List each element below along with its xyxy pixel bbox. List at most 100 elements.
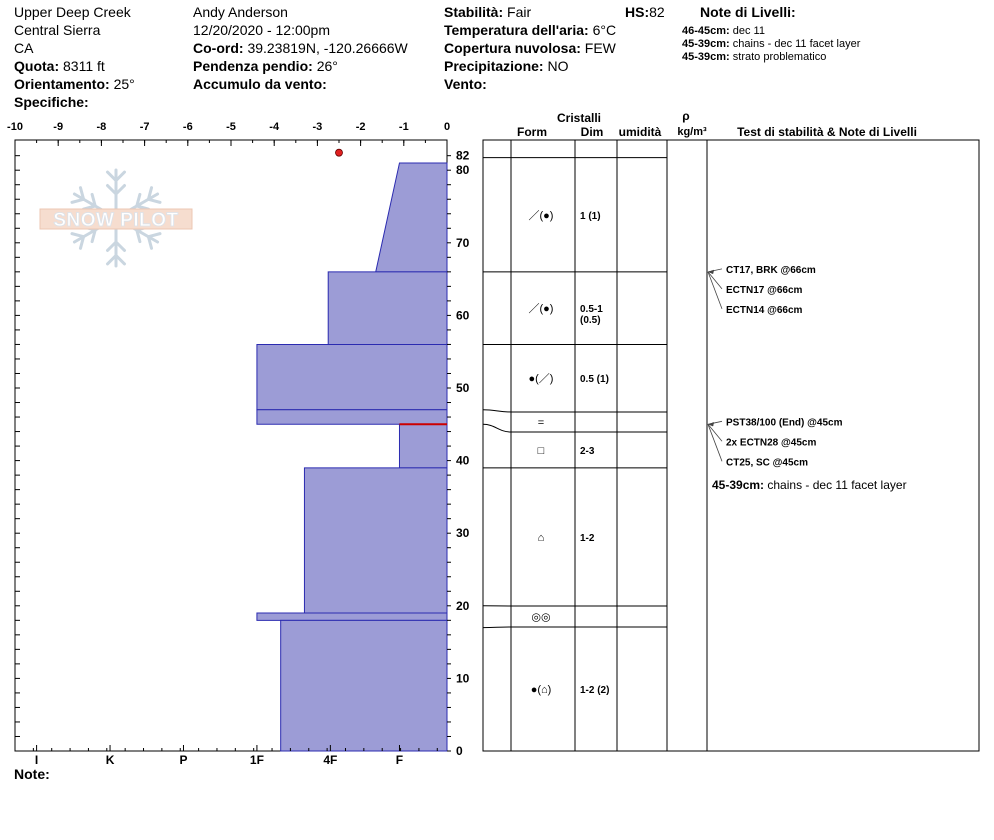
crystal-size: 2-3 [580,446,595,457]
temp-tick-label: -4 [269,121,280,133]
crystal-form: = [538,417,544,429]
crystal-form: ⌂ [538,532,545,544]
hardness-layer [280,619,448,752]
crystal-size: 0.5-1 [580,304,603,315]
plot-frame [14,139,448,752]
observer: Andy Anderson [193,4,288,20]
crystal-form: ◎◎ [531,612,550,624]
stability-value: Fair [507,4,532,20]
location: Upper Deep Creek [14,4,131,20]
temp-tick-label: -1 [399,121,409,133]
crystal-form: □ [538,445,545,457]
air-temp-point [335,148,343,157]
test-arrow-head [708,269,714,274]
stability-test-label: CT25, SC @45cm [726,457,808,468]
layer-connector [482,409,512,413]
layer-notes-title: Note di Livelli: [700,4,796,20]
aspect-value: 25° [113,76,135,92]
crystal-form: ●(⌂) [531,684,552,696]
cloud-label: Copertura nuvolosa: [444,40,581,56]
layer-note-1: 46-45cm: dec 11 [682,25,765,38]
snowpilot-logo: SNOW PILOT [39,168,193,268]
slope-row: Pendenza pendio: 26° [193,58,338,75]
slope-value: 26° [316,58,338,74]
depth-tick-label: 50 [456,381,470,395]
aspect-label: Orientamento: [14,76,110,92]
layer-note-text: dec 11 [732,25,765,37]
test-arrow-line [707,424,723,462]
depth-tick-label: 40 [456,454,470,468]
hs-value: 82 [649,4,665,20]
depth-tick-label: 70 [456,236,470,250]
test-arrow-line [707,424,723,442]
test-arrow-line [707,271,723,309]
stability-test-label: 2x ECTN28 @45cm [726,437,816,448]
logo-banner [39,208,193,230]
test-arrow-head [708,422,714,427]
precip-row: Precipitazione: NO [444,58,568,75]
layer-note-range: 45-39cm: [682,38,730,50]
notes-label: Note: [14,766,50,782]
precip-value: NO [547,58,569,74]
hardness-tick-label: 1F [250,753,264,767]
layers-frame [482,139,980,752]
crystal-size: 1 (1) [580,211,601,222]
test-arrow-line [707,420,723,425]
snowflake-icon [70,168,162,268]
hardness-layer [375,162,448,273]
air-temp-value: 6°C [592,22,617,38]
hardness-tick-label: K [106,753,115,767]
hardness-layer [256,343,448,411]
cloud-row: Copertura nuvolosa: FEW [444,40,616,57]
rho-header: ρ [682,109,689,123]
elevation-row: Quota: 8311 ft [14,58,105,75]
crystal-size: 1-2 (2) [580,685,609,696]
test-arrow-head [708,422,714,427]
coords-value: 39.23819N, -120.26666W [247,40,408,56]
hardness-layer [303,467,448,614]
moisture-header: umidità [619,125,662,139]
cloud-value: FEW [584,40,616,56]
test-arrow-head [708,269,714,274]
datetime: 12/20/2020 - 12:00pm [193,22,330,38]
stability-row: Stabilità: Fair [444,4,531,21]
temp-tick-label: -6 [183,121,193,133]
hardness-layer [327,271,448,345]
layer-note-text: strato problematico [732,51,827,63]
tests-layer-note: 45-39cm: chains - dec 11 facet layer [712,478,907,492]
crystal-form: ／(●) [529,302,554,315]
hs-label: HS: [625,4,650,20]
depth-tick-label: 10 [456,671,470,685]
stability-test-label: CT17, BRK @66cm [726,265,816,276]
layer-connector [482,626,512,629]
crystal-form: ●(／) [529,372,554,385]
state: CA [14,40,34,56]
depth-tick-label: 60 [456,308,470,322]
crystal-size: 0.5 (1) [580,374,609,385]
temp-tick-label: -2 [356,121,366,133]
layer-note-range: 46-45cm: [682,25,730,37]
test-arrow-line [707,271,723,290]
wind-label: Vento: [444,76,487,92]
test-arrow-head [708,269,714,274]
hardness-layer [398,423,448,469]
tests-layer-note-text: chains - dec 11 facet layer [767,478,906,492]
stability-test-label: PST38/100 (End) @45cm [726,417,843,428]
temp-tick-label: -5 [226,121,236,133]
stability-test-label: ECTN14 @66cm [726,305,803,316]
coords-label: Co-ord: [193,40,244,56]
form-header: Form [517,125,547,139]
logo-text: SNOW PILOT [53,210,178,231]
depth-tick-label: 20 [456,599,470,613]
coords-row: Co-ord: 39.23819N, -120.26666W [193,40,408,57]
crystal-size: 1-2 [580,533,595,544]
hardness-layer [256,612,448,621]
depth-tick-label: 80 [456,163,470,177]
test-arrow-head [708,422,714,427]
air-temp-label: Temperatura dell'aria: [444,22,589,38]
wind-loading-label: Accumulo da vento: [193,76,327,92]
elevation-value: 8311 ft [63,58,105,74]
layer-note-3: 45-39cm: strato problematico [682,51,826,64]
